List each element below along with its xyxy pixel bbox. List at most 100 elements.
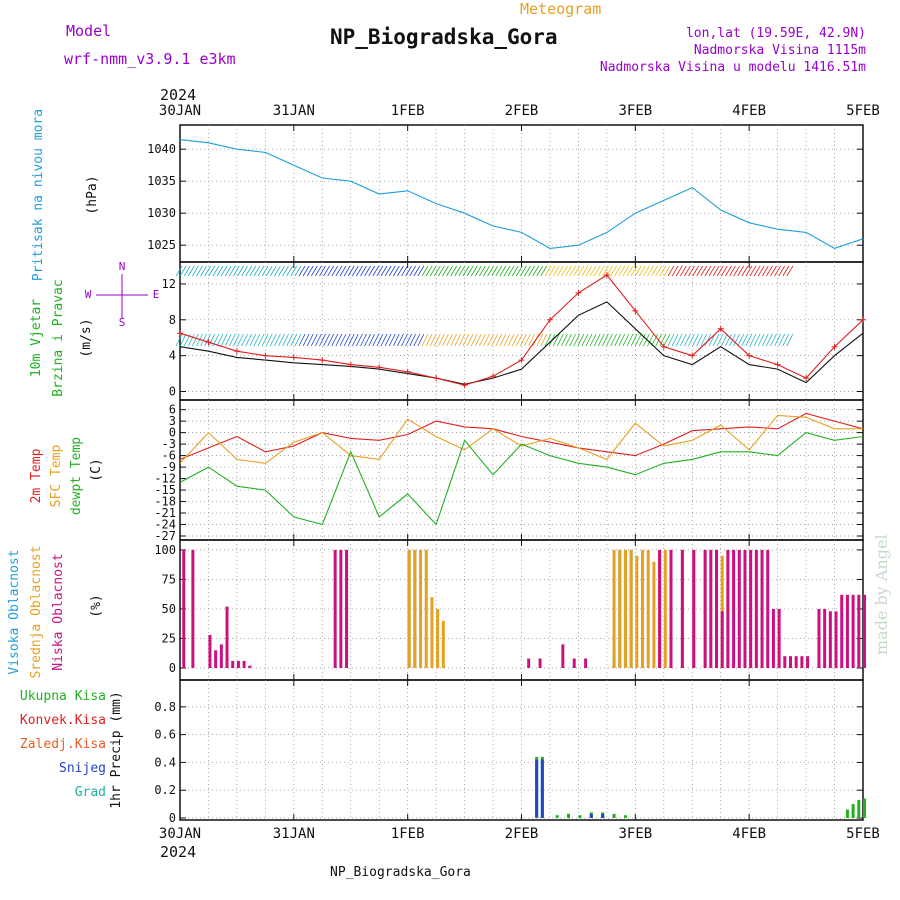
- wind-barb: [425, 333, 433, 347]
- wind-barb: [425, 265, 433, 277]
- y-tick-label: 0: [169, 426, 176, 440]
- bar: [766, 549, 770, 668]
- wind-barb: [200, 265, 207, 277]
- y-tick-label: 75: [162, 572, 176, 586]
- top-time-label: 3FEB: [618, 103, 652, 119]
- model-elevation-label: Nadmorska Visina u modelu 1416.51m: [600, 60, 866, 75]
- gust-marker: [433, 375, 440, 382]
- wind-barb: [261, 333, 269, 347]
- pressure-ylabel: Pritisak na nivou mora: [31, 109, 46, 281]
- wind-barb: [466, 265, 474, 277]
- wind-barb: [675, 265, 683, 277]
- gust-marker: [233, 348, 240, 355]
- wind-barb: [347, 333, 355, 347]
- wind-barb: [331, 265, 339, 277]
- wind-barb: [667, 333, 675, 347]
- y-tick-label: 25: [162, 631, 176, 645]
- y-tick-label: 0.2: [154, 783, 176, 797]
- bar: [749, 549, 753, 668]
- gust-marker: [490, 373, 497, 380]
- wind-barb: [282, 265, 289, 277]
- bar: [339, 549, 343, 668]
- bar: [845, 594, 849, 668]
- wind-barb: [442, 265, 449, 277]
- bar: [845, 809, 849, 818]
- gust-marker: [831, 343, 838, 350]
- wind-barb: [442, 333, 449, 347]
- panels: 102510301035104004812630-3-6-9-12-15-18-…: [147, 124, 866, 825]
- wind-barb: [663, 265, 671, 277]
- y-tick-label: 0: [169, 385, 176, 399]
- bar: [572, 658, 576, 668]
- y-tick-label: -21: [154, 506, 176, 520]
- bar: [623, 549, 627, 668]
- wind-barb: [392, 265, 400, 277]
- bar: [208, 634, 212, 668]
- wind-barb: [659, 265, 667, 277]
- wind-barb: [438, 333, 445, 347]
- wind-barb: [503, 265, 511, 277]
- wind-barb: [745, 265, 753, 277]
- wind-barb: [323, 333, 330, 347]
- wind-barb-row: [175, 265, 794, 277]
- wind-barb: [597, 265, 605, 277]
- wind-barb: [192, 333, 199, 347]
- wind-barb: [290, 333, 298, 347]
- bar: [646, 549, 650, 668]
- gust-marker: [660, 343, 667, 350]
- wind-barb: [688, 333, 695, 347]
- panel-temperature: 630-3-6-9-12-15-18-21-24-27: [154, 399, 864, 543]
- bar: [783, 656, 787, 668]
- wind-barb: [679, 333, 687, 347]
- bar: [214, 650, 218, 668]
- wind-barb: [757, 265, 765, 277]
- wind-barb: [368, 265, 376, 277]
- y-tick-label: 100: [154, 543, 176, 557]
- wind-barb: [429, 265, 437, 277]
- wind-barb: [269, 265, 277, 277]
- wind-barb: [290, 265, 298, 277]
- wind-barb: [581, 333, 589, 347]
- wind-barb: [286, 265, 294, 277]
- wind-barb: [380, 265, 388, 277]
- y-tick-label: 0.4: [154, 755, 176, 769]
- wind-barb: [491, 333, 499, 347]
- y-tick-label: 3: [169, 414, 176, 428]
- wind-barb: [708, 265, 716, 277]
- wind-barb: [315, 265, 322, 277]
- wind-barb: [417, 333, 425, 347]
- bottom-time-label: 2FEB: [505, 826, 539, 842]
- wind-barb: [716, 333, 724, 347]
- series-line: [179, 139, 864, 249]
- gust-marker: [717, 325, 724, 332]
- wind-unit: (m/s): [79, 318, 94, 357]
- wind-barb: [499, 333, 507, 347]
- wind-barb: [454, 333, 462, 347]
- wind-barb: [581, 265, 589, 277]
- y-tick-label: 4: [169, 349, 176, 363]
- wind-barb: [479, 333, 486, 347]
- series-line: [179, 412, 864, 460]
- wind-barb: [741, 265, 749, 277]
- compass-letter: N: [119, 260, 126, 273]
- watermark: made by Angel: [872, 534, 891, 655]
- wind-barb: [261, 265, 269, 277]
- wind-barb: [745, 333, 753, 347]
- wind-barb: [561, 333, 568, 347]
- bar: [436, 608, 440, 668]
- wind-barb: [684, 333, 691, 347]
- wind-barb: [700, 333, 708, 347]
- wind-barb: [515, 333, 523, 347]
- wind-barb: [684, 265, 691, 277]
- wind-barb: [470, 265, 478, 277]
- wind-barb: [675, 333, 683, 347]
- wind-barb: [249, 265, 257, 277]
- wind-barb: [212, 265, 220, 277]
- wind-barb: [450, 333, 458, 347]
- bar: [771, 608, 775, 668]
- bar: [540, 759, 544, 818]
- wind-barb: [397, 333, 404, 347]
- wind-barb: [663, 333, 671, 347]
- wind-barb: [274, 333, 281, 347]
